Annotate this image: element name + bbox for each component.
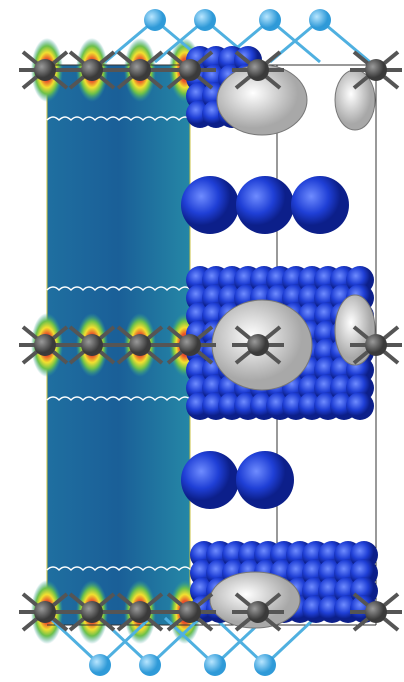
- atom: [179, 59, 201, 81]
- iso-grey: [334, 69, 376, 131]
- atom-light: [309, 9, 331, 31]
- atom: [247, 334, 269, 356]
- atom: [179, 334, 201, 356]
- atom: [179, 601, 201, 623]
- bond: [213, 616, 267, 667]
- atom-light: [259, 9, 281, 31]
- atom: [34, 601, 56, 623]
- contour-line: [46, 566, 192, 572]
- atom: [34, 334, 56, 356]
- atom: [81, 334, 103, 356]
- atom: [34, 59, 56, 81]
- bond: [263, 616, 317, 667]
- contour-line: [46, 396, 192, 402]
- atom-light: [204, 654, 226, 676]
- atom-light: [89, 654, 111, 676]
- atom: [129, 334, 151, 356]
- sphere: [236, 451, 294, 509]
- atom: [129, 601, 151, 623]
- atom: [247, 59, 269, 81]
- atom: [365, 601, 387, 623]
- atom-light: [254, 654, 276, 676]
- iso-blue: [346, 392, 374, 420]
- contour-line: [46, 286, 192, 292]
- sphere: [291, 176, 349, 234]
- atom: [365, 334, 387, 356]
- atom-light: [139, 654, 161, 676]
- sphere: [181, 451, 239, 509]
- sphere: [181, 176, 239, 234]
- atom: [81, 59, 103, 81]
- atom: [365, 59, 387, 81]
- contour-line: [46, 116, 192, 122]
- atom-light: [144, 9, 166, 31]
- atom-light: [194, 9, 216, 31]
- sphere: [236, 176, 294, 234]
- atom: [247, 601, 269, 623]
- bond: [148, 616, 202, 667]
- atom: [81, 601, 103, 623]
- bond: [48, 616, 102, 667]
- atom: [129, 59, 151, 81]
